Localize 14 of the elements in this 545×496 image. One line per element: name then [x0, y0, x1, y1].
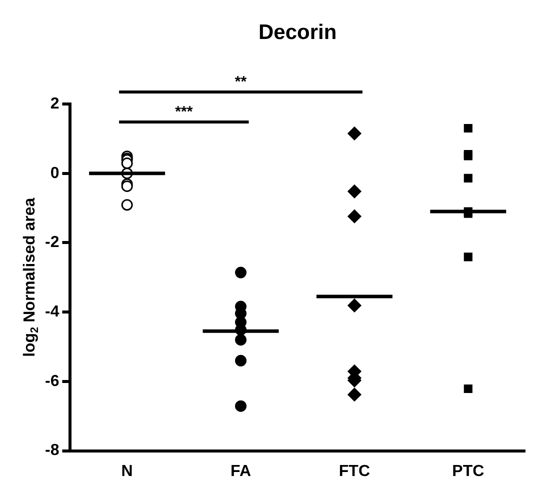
text: **	[234, 74, 247, 91]
x-tick-label: FA	[230, 462, 252, 480]
annotation: ***	[175, 104, 193, 121]
x-tick-label: N	[121, 462, 133, 480]
chart-title: Decorin	[258, 20, 337, 44]
y-tick-label: -8	[44, 442, 60, 460]
x-tick-label: PTC	[452, 462, 485, 480]
y-axis-title: log2 Normalised area	[21, 198, 42, 357]
y-tick-label: 0	[50, 164, 60, 182]
y-tick-label: -2	[44, 234, 60, 252]
x-tick-label: FTC	[338, 462, 370, 480]
y-tick-label: -6	[44, 372, 60, 390]
y-tick-label: 2	[50, 95, 60, 112]
y-tick-label: -4	[44, 303, 60, 320]
